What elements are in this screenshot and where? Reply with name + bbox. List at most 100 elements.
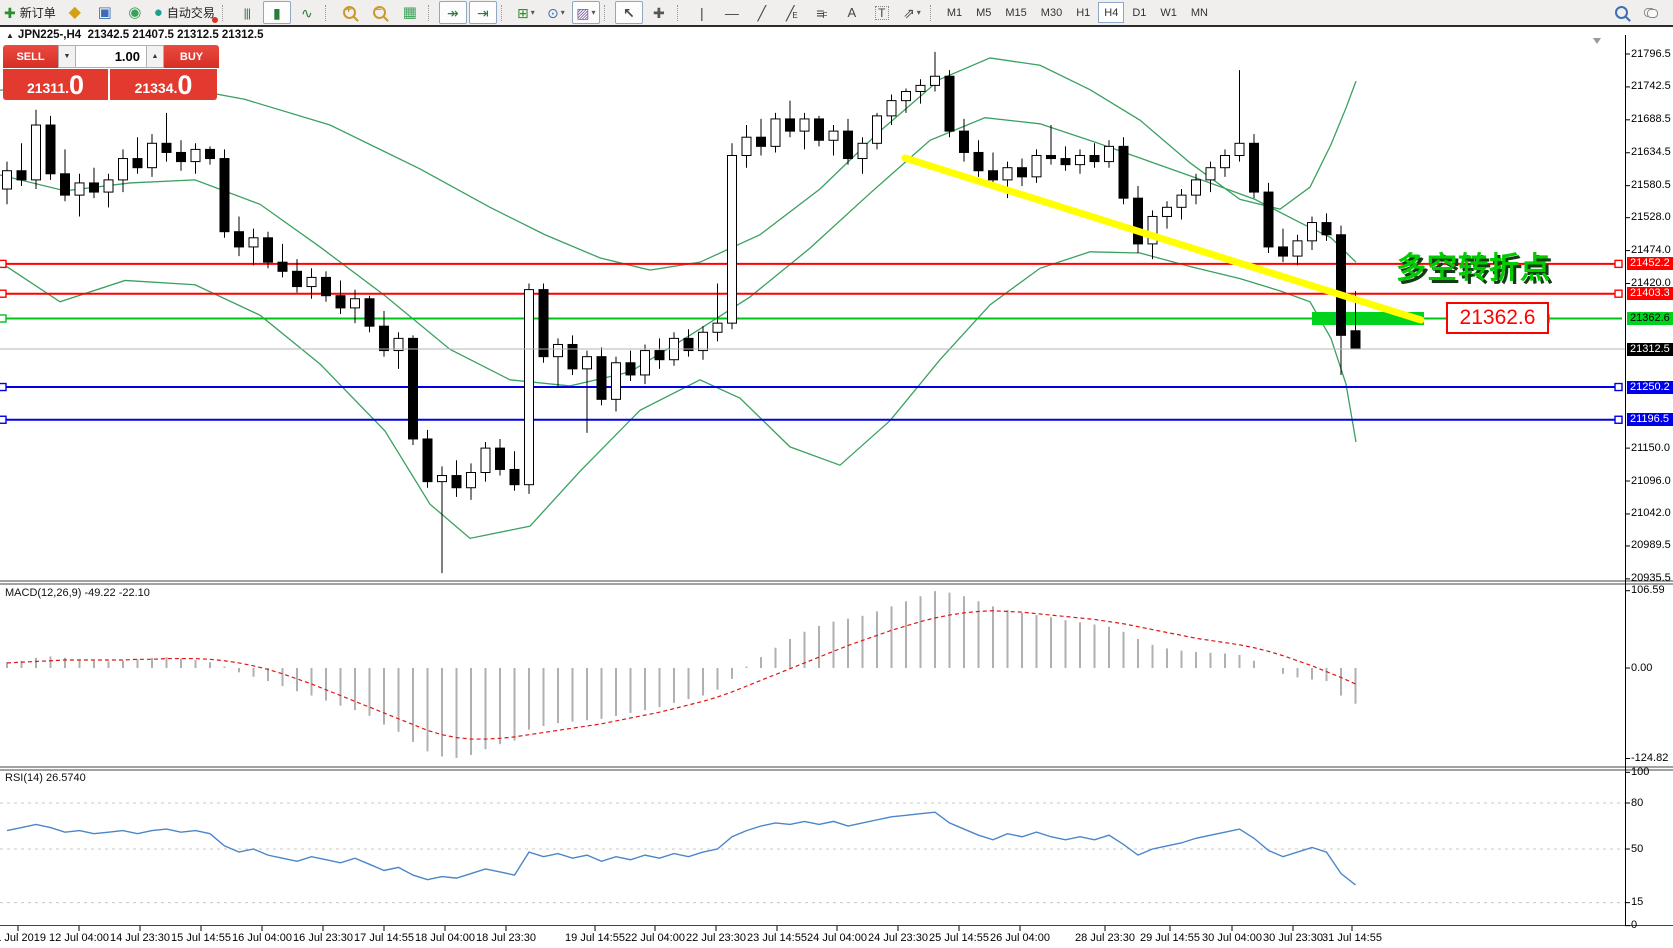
macd-tick-label[interactable]: 0.00 (1631, 661, 1653, 674)
time-axis-label[interactable]: 22 Jul 23:30 (686, 932, 746, 944)
hline-handle[interactable] (0, 415, 7, 424)
time-axis-label[interactable]: 15 Jul 14:55 (171, 932, 231, 944)
rsi-tick-label[interactable]: 15 (1631, 896, 1644, 909)
tab-h4[interactable]: H4 (1098, 2, 1125, 23)
price-tick-label[interactable]: 20989.5 (1631, 539, 1671, 552)
hline-handle[interactable] (1614, 259, 1623, 269)
time-axis-label[interactable]: 16 Jul 04:00 (232, 932, 292, 944)
volume-increase-button[interactable]: ▲ (146, 45, 164, 68)
yellow-trendline[interactable] (901, 154, 1425, 324)
crosshair-button[interactable]: ✚ (645, 1, 673, 24)
cursor-button[interactable]: ↖ (614, 1, 643, 24)
volume-input[interactable] (76, 45, 146, 68)
price-tick-label[interactable]: 21150.0 (1631, 441, 1670, 454)
equidistant-channel-button[interactable]: ╱ E (778, 1, 806, 24)
text-label-button[interactable]: T (868, 1, 896, 24)
chat-button[interactable] (1637, 1, 1665, 24)
price-tick-label[interactable]: 21688.5 (1631, 113, 1671, 126)
time-axis-label[interactable]: 11 Jul 2019 (0, 932, 47, 944)
price-tick-label[interactable]: 21420.0 (1631, 277, 1671, 289)
time-axis-label[interactable]: 24 Jul 23:30 (868, 932, 928, 944)
rsi-tick-label[interactable]: 80 (1631, 796, 1644, 809)
tab-m5[interactable]: M5 (976, 6, 992, 19)
line-chart-button[interactable]: ∿ (293, 1, 321, 24)
time-axis-label[interactable]: 18 Jul 04:00 (415, 932, 475, 944)
market-watch-button[interactable]: ▣ (91, 1, 119, 24)
search-button[interactable] (1607, 1, 1635, 24)
macd-tick-label[interactable]: 106.59 (1631, 584, 1665, 597)
hline-handle[interactable] (0, 289, 7, 298)
price-tick-label[interactable]: 21096.0 (1631, 474, 1671, 487)
macd-tick-label[interactable]: -124.82 (1631, 751, 1669, 764)
time-axis-label[interactable]: 31 Jul 14:55 (1322, 932, 1382, 944)
tile-windows-button[interactable]: ▦ (396, 1, 424, 24)
collapse-panel-icon[interactable]: ▲ (6, 31, 14, 40)
hline-handle[interactable] (0, 382, 7, 392)
tab-d1[interactable]: D1 (1132, 6, 1147, 19)
tab-m15[interactable]: M15 (1005, 6, 1027, 19)
time-axis-label[interactable]: 30 Jul 23:30 (1263, 932, 1323, 944)
tab-m30[interactable]: M30 (1040, 6, 1063, 19)
time-axis-label[interactable]: 24 Jul 04:00 (807, 932, 867, 944)
fibonacci-button[interactable]: ≡ F (808, 1, 836, 24)
periods-button[interactable]: ⊙ ▾ (542, 1, 570, 24)
time-axis-label[interactable]: 23 Jul 14:55 (747, 932, 807, 944)
signals-button[interactable]: ◉ (121, 1, 149, 24)
time-axis-label[interactable]: 12 Jul 04:00 (49, 932, 109, 944)
time-axis-label[interactable]: 25 Jul 14:55 (929, 932, 989, 944)
price-tick-label[interactable]: 21580.5 (1631, 179, 1671, 192)
trendline-button[interactable]: ╱ (748, 1, 776, 24)
price-tick-label[interactable]: 21042.0 (1631, 507, 1671, 520)
buy-button[interactable]: BUY (164, 45, 219, 68)
rsi-tick-label[interactable]: 50 (1631, 842, 1644, 855)
hline-handle[interactable] (1614, 289, 1623, 298)
candlestick-chart-button[interactable]: ▮ (262, 1, 291, 24)
horizontal-line-button[interactable]: — (718, 1, 746, 24)
text-button[interactable]: A (838, 1, 866, 24)
history-center-button[interactable]: ◆ (61, 1, 89, 24)
sell-button[interactable]: SELL (3, 45, 58, 68)
chart-shift-button[interactable]: ⇥ (468, 1, 497, 24)
price-tick-label[interactable]: 21474.0 (1631, 244, 1671, 257)
arrows-button[interactable]: ⇗ ▾ (898, 1, 926, 24)
time-axis-label[interactable]: 17 Jul 14:55 (354, 932, 414, 944)
time-axis-label[interactable]: 16 Jul 23:30 (293, 932, 353, 944)
time-axis-label[interactable]: 18 Jul 23:30 (476, 932, 536, 944)
sell-price-button[interactable]: 21311. 0 (3, 69, 110, 100)
hline-handle[interactable] (1614, 415, 1623, 424)
vertical-line-button[interactable]: | (688, 1, 716, 24)
price-tick-label[interactable]: 20935.5 (1631, 572, 1671, 585)
indicators-button[interactable]: ⊞ ▾ (512, 1, 540, 24)
rsi-tick-label[interactable]: 0 (1631, 919, 1638, 932)
tab-mn[interactable]: MN (1190, 6, 1208, 19)
rsi-tick-label[interactable]: 100 (1631, 765, 1650, 778)
new-order-button[interactable]: ✚ 新订单 (1, 1, 59, 24)
chart-shift-marker-icon[interactable] (1593, 38, 1601, 44)
time-axis-label[interactable]: 28 Jul 23:30 (1075, 932, 1135, 944)
zoom-in-button[interactable]: + (336, 1, 364, 24)
tab-h1[interactable]: H1 (1076, 6, 1091, 19)
time-axis-label[interactable]: 26 Jul 04:00 (990, 932, 1050, 944)
price-tick-label[interactable]: 21528.0 (1631, 211, 1671, 224)
hline-handle[interactable] (0, 314, 7, 323)
bar-chart-button[interactable]: ||| (233, 1, 261, 24)
time-axis-label[interactable]: 19 Jul 14:55 (565, 932, 625, 944)
time-axis-label[interactable]: 29 Jul 14:55 (1140, 932, 1200, 944)
auto-scroll-button[interactable]: ↠ (438, 1, 467, 24)
price-tick-label[interactable]: 21634.5 (1631, 146, 1671, 159)
volume-decrease-button[interactable]: ▼ (58, 45, 76, 68)
time-axis-label[interactable]: 14 Jul 23:30 (110, 932, 170, 944)
templates-button[interactable]: ▨ ▾ (571, 1, 600, 24)
autotrading-button[interactable]: ● 自动交易 (151, 1, 218, 24)
zoom-out-button[interactable]: − (366, 1, 394, 24)
hline-handle[interactable] (1614, 382, 1623, 392)
price-tick-label[interactable]: 21796.5 (1631, 47, 1671, 60)
time-axis-label[interactable]: 22 Jul 04:00 (625, 932, 685, 944)
buy-price-button[interactable]: 21334. 0 (110, 69, 217, 100)
tab-w1[interactable]: W1 (1160, 6, 1177, 19)
time-axis-label[interactable]: 30 Jul 04:00 (1202, 932, 1262, 944)
tab-m1[interactable]: M1 (946, 6, 963, 19)
price-tick-label[interactable]: 21742.5 (1631, 80, 1671, 93)
hline-handle[interactable] (0, 259, 7, 269)
